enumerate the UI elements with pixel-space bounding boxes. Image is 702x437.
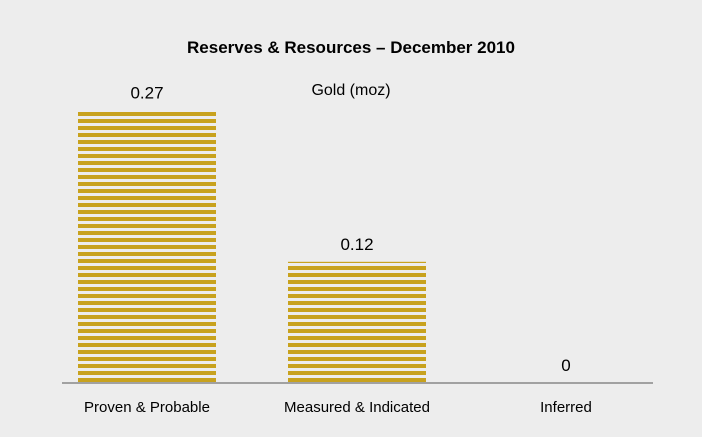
- value-label-inferred: 0: [561, 356, 570, 375]
- bar-proven-and-probable: [78, 110, 216, 384]
- x-label-proven-and-probable: Proven & Probable: [84, 399, 210, 416]
- x-label-measured-and-indicated: Measured & Indicated: [284, 399, 430, 416]
- value-label-measured-and-indicated: 0.12: [340, 235, 373, 254]
- chart-title: Reserves & Resources – December 2010: [187, 38, 515, 57]
- value-label-proven-and-probable: 0.27: [130, 83, 163, 102]
- x-tick-labels: Proven & Probable Measured & Indicated Inf…: [84, 399, 592, 416]
- chart-subtitle: Gold (moz): [311, 82, 390, 99]
- bars-group: 0.27 0.12 0: [78, 83, 571, 384]
- x-label-inferred: Inferred: [540, 399, 592, 416]
- bar-measured-and-indicated: [288, 261, 426, 383]
